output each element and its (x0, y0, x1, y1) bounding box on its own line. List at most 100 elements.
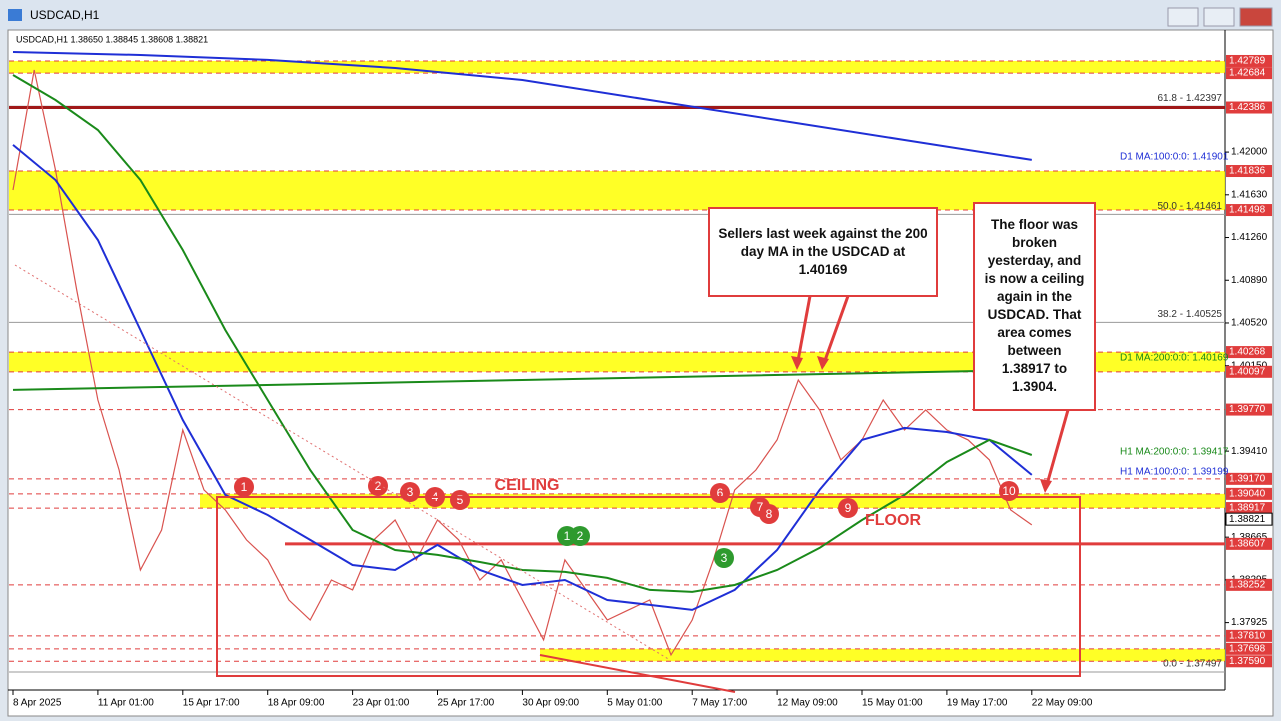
level-tag-label: 1.38607 (1229, 539, 1266, 550)
y-tick-label: 1.42000 (1231, 147, 1268, 158)
level-tag (1226, 54, 1272, 67)
level-tag (1226, 204, 1272, 217)
level-tag (1226, 629, 1272, 642)
x-tick-label: 30 Apr 09:00 (522, 698, 579, 709)
marker (234, 477, 254, 497)
window-title: USDCAD,H1 (30, 8, 100, 22)
chart-info: USDCAD,H1 1.38650 1.38845 1.38608 1.3882… (16, 34, 208, 44)
zone (9, 60, 1225, 74)
y-tick-label: 1.39410 (1231, 446, 1268, 457)
x-tick-label: 15 Apr 17:00 (183, 698, 240, 709)
x-tick-label: 7 May 17:00 (692, 698, 747, 709)
arrow-head (817, 356, 829, 370)
level-tag-label: 1.42684 (1229, 68, 1266, 79)
level-tag-label: 1.42386 (1229, 102, 1266, 113)
arrow-head (791, 356, 803, 370)
x-tick-label: 8 Apr 2025 (13, 698, 62, 709)
arrow-head (1040, 479, 1052, 493)
level-tag (1226, 67, 1272, 80)
moving-average (12, 51, 1032, 161)
annotation-box: Sellers last week against the 200 day MA… (708, 207, 938, 297)
marker-label: 2 (577, 529, 584, 543)
trend-line (539, 654, 736, 693)
fib-label: 61.8 - 1.42397 (1158, 93, 1223, 104)
ma-label: D1 MA:100:0:0: 1.41901 (1120, 152, 1229, 163)
marker-label: 6 (717, 486, 724, 500)
level-tag (1226, 472, 1272, 485)
x-tick-label: 5 May 01:00 (607, 698, 662, 709)
level-tag (1226, 487, 1272, 500)
level-tag-label: 1.37698 (1229, 643, 1266, 654)
zone (9, 352, 1225, 372)
level-tag (1226, 403, 1272, 416)
ma-label: D1 MA:200:0:0: 1.40169 (1120, 353, 1229, 364)
arrow (1044, 409, 1070, 489)
marker-label: 8 (766, 507, 773, 521)
marker-label: 9 (845, 501, 852, 515)
maximize-button[interactable] (1203, 7, 1235, 27)
x-tick-label: 19 May 17:00 (947, 698, 1008, 709)
marker-label: 5 (457, 493, 464, 507)
level-tag-label: 1.37590 (1229, 656, 1266, 667)
level-tag-label: 1.41836 (1229, 166, 1266, 177)
x-tick-label: 15 May 01:00 (862, 698, 923, 709)
minimize-button[interactable] (1167, 7, 1199, 27)
y-tick-label: 1.41630 (1231, 189, 1268, 200)
level-tag-label: 1.37810 (1229, 631, 1266, 642)
arrow (795, 295, 812, 367)
level-tag (1226, 502, 1272, 515)
level-tag-label: 1.40268 (1229, 347, 1266, 358)
y-tick-label: 1.41260 (1231, 232, 1268, 243)
close-button[interactable] (1239, 7, 1273, 27)
last-price-label: 1.38821 (1229, 514, 1266, 525)
moving-average (12, 74, 1033, 593)
level-tag (1226, 578, 1272, 591)
level-tag (1226, 101, 1272, 114)
level-tag-label: 1.38252 (1229, 579, 1266, 590)
level-tag (1226, 537, 1272, 550)
marker (714, 548, 734, 568)
ma-label: H1 MA:100:0:0: 1.39199 (1120, 467, 1229, 478)
x-tick-label: 25 Apr 17:00 (438, 698, 495, 709)
marker (368, 476, 388, 496)
x-tick-label: 11 Apr 01:00 (98, 698, 154, 709)
x-tick-label: 18 Apr 09:00 (268, 698, 325, 709)
marker-label: 1 (241, 480, 248, 494)
level-tag-label: 1.39170 (1229, 473, 1266, 484)
zone (540, 648, 1225, 662)
level-tag-label: 1.39770 (1229, 404, 1266, 415)
marker-label: 3 (721, 551, 728, 565)
y-tick-label: 1.37925 (1231, 617, 1268, 628)
level-tag (1226, 165, 1272, 178)
level-tag-label: 1.41498 (1229, 205, 1266, 216)
x-tick-label: 23 Apr 01:00 (353, 698, 410, 709)
window-icon (8, 9, 22, 21)
last-price-tag (1225, 512, 1273, 526)
arrow (821, 295, 850, 367)
marker-label: 2 (375, 479, 382, 493)
marker-label: 10 (1002, 484, 1016, 498)
level-tag (1226, 642, 1272, 655)
marker-label: 7 (757, 500, 764, 514)
fib-label: 0.0 - 1.37497 (1163, 659, 1222, 670)
level-tag (1226, 346, 1272, 359)
marker-label: 1 (564, 529, 571, 543)
moving-average (12, 369, 1032, 391)
title-bar (0, 0, 1281, 30)
ma-label: H1 MA:200:0:0: 1.39417 (1120, 447, 1229, 458)
marker (759, 504, 779, 524)
fib-label: 38.2 - 1.40525 (1158, 309, 1223, 320)
moving-average (12, 144, 1033, 611)
y-tick-label: 1.40890 (1231, 275, 1268, 286)
y-tick-label: 1.40520 (1231, 318, 1268, 329)
marker (570, 526, 590, 546)
level-tag (1226, 365, 1272, 378)
marker (450, 490, 470, 510)
x-tick-label: 12 May 09:00 (777, 698, 838, 709)
x-tick-label: 22 May 09:00 (1032, 698, 1093, 709)
annotation-box: The floor was broken yesterday, and is n… (973, 202, 1096, 411)
level-tag (1226, 655, 1272, 668)
level-tag-label: 1.39040 (1229, 489, 1266, 500)
